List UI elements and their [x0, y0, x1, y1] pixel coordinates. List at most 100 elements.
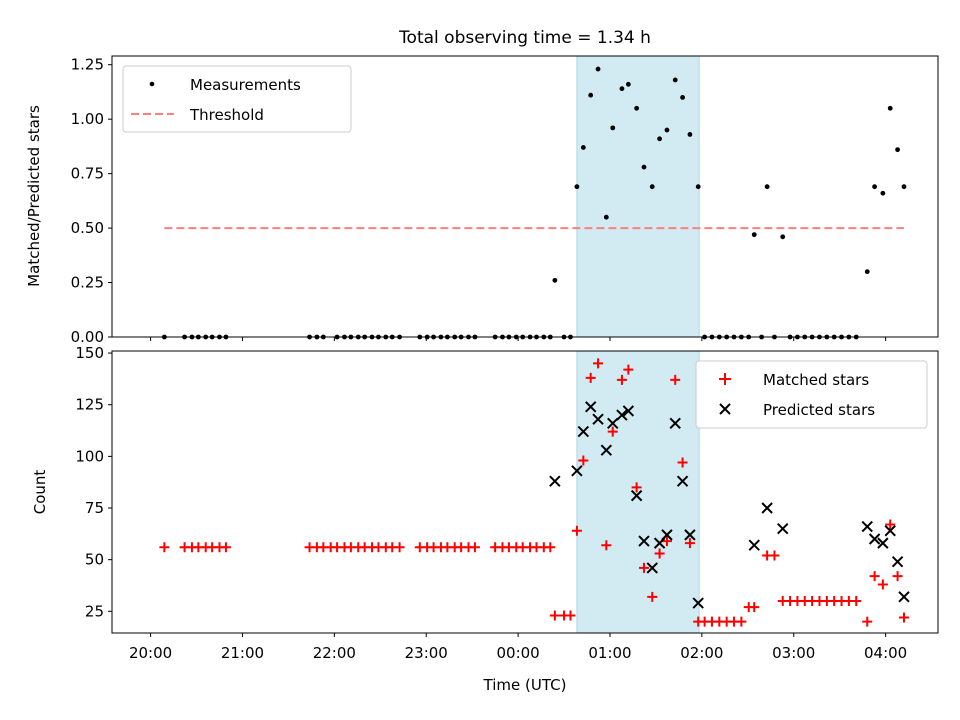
- predicted-star-point: [584, 401, 597, 413]
- matched-star-point: [623, 364, 634, 375]
- matched-star-point: [670, 374, 681, 385]
- count-panel: 25 50 75 100 125 150 20:00 21:00 22:00 23:00 00:0…: [31, 344, 939, 694]
- ratio-y-axis-label: Matched/Predicted stars: [25, 105, 43, 287]
- legend-matched-label: Matched stars: [763, 371, 869, 389]
- predicted-star-point: [549, 475, 561, 487]
- matched-star-point: [677, 457, 688, 468]
- matched-star-point: [593, 358, 604, 369]
- ratio-legend: Measurements Threshold: [122, 65, 352, 133]
- matched-star-point: [892, 571, 903, 582]
- measurement-point: [887, 105, 893, 111]
- predicted-star-point: [777, 522, 789, 535]
- measurement-point: [619, 86, 625, 92]
- predicted-star-point: [577, 425, 590, 438]
- predicted-star-point: [884, 525, 896, 537]
- predicted-star-point: [684, 529, 696, 541]
- matched-star-point: [220, 542, 231, 553]
- measurement-point: [751, 232, 757, 238]
- x-tick-label: 20:00: [129, 644, 172, 662]
- predicted-star-point: [891, 556, 904, 568]
- predicted-star-point: [868, 533, 881, 545]
- measurement-point: [574, 184, 580, 190]
- count-legend-box: [695, 360, 928, 429]
- y-tick-label: 125: [75, 396, 104, 414]
- observing-window-span: [576, 350, 700, 634]
- y-tick-label: 100: [75, 447, 104, 465]
- x-tick-label: 00:00: [496, 644, 539, 662]
- matched-star-point: [607, 426, 618, 437]
- matched-star-point: [159, 542, 170, 553]
- measurement-point: [895, 147, 900, 153]
- measurement-point: [641, 164, 647, 170]
- matched-star-point: [616, 374, 627, 385]
- matched-star-point: [545, 542, 556, 553]
- matched-star-point: [885, 519, 896, 530]
- predicted-star-point: [661, 529, 673, 541]
- count-y-axis-label: Count: [31, 470, 49, 515]
- y-tick-label: 0.75: [71, 165, 104, 183]
- x-tick-label: 21:00: [221, 644, 264, 662]
- legend-predicted-label: Predicted stars: [763, 401, 875, 419]
- measurement-point: [880, 190, 886, 196]
- predicted-star-point: [571, 465, 583, 477]
- measurement-point: [610, 125, 616, 131]
- matched-star-point: [736, 616, 747, 627]
- measurement-point: [649, 184, 655, 190]
- predicted-star-point: [646, 562, 658, 574]
- measurement-point: [657, 136, 663, 142]
- ratio-plot-frame: [111, 55, 939, 338]
- measurement-point: [864, 269, 870, 275]
- predicted-star-point: [692, 597, 704, 609]
- predicted-star-point: [669, 417, 681, 430]
- y-tick-label: 25: [85, 602, 104, 620]
- predicted-star-point: [616, 409, 628, 421]
- measurement-point: [664, 127, 670, 133]
- y-tick-label: 1.00: [71, 110, 104, 128]
- measurement-point: [687, 132, 693, 137]
- predicted-star-point: [861, 520, 873, 533]
- measurement-point: [634, 105, 640, 111]
- x-tick-label: 03:00: [772, 644, 815, 662]
- legend-predicted-marker: [719, 403, 731, 415]
- count-legend: Matched stars Predicted stars: [695, 360, 928, 429]
- matched-star-point: [631, 482, 642, 493]
- measurement-point: [764, 184, 770, 190]
- measurement-point: [588, 92, 594, 98]
- matched-star-point: [578, 455, 589, 466]
- x-tick-label: 04:00: [864, 644, 907, 662]
- matched-star-point: [549, 610, 560, 621]
- ratio-panel: 0.00 0.25 0.50 0.75 1.00 1.25 Matched/Predict…: [25, 55, 939, 346]
- predicted-star-point: [748, 539, 760, 551]
- measurement-point: [552, 277, 558, 283]
- matched-star-point: [571, 525, 582, 536]
- matched-star-point: [899, 612, 910, 623]
- predicted-star-point: [592, 413, 604, 425]
- predicted-star-point: [877, 537, 889, 549]
- x-tick-label: 23:00: [405, 644, 448, 662]
- measurement-point: [580, 145, 586, 150]
- matched-star-point: [769, 550, 780, 561]
- matched-star-point: [565, 610, 576, 621]
- y-tick-label: 0.25: [71, 274, 104, 292]
- matched-star-point: [749, 602, 760, 613]
- matched-star-point: [394, 542, 405, 553]
- matched-star-point: [862, 616, 873, 627]
- predicted-star-point: [607, 417, 619, 430]
- measurement-point: [603, 214, 609, 220]
- y-tick-label: 50: [85, 551, 104, 569]
- y-tick-label: 1.25: [71, 56, 104, 74]
- y-tick-label: 0.50: [71, 219, 104, 237]
- matched-star-point: [851, 595, 862, 606]
- matched-star-point: [601, 540, 612, 551]
- measurement-point: [680, 94, 685, 100]
- predicted-star-point: [898, 591, 910, 603]
- predicted-star-point: [676, 475, 689, 487]
- measurement-point: [780, 234, 786, 240]
- predicted-star-point: [600, 444, 613, 456]
- matched-star-point: [647, 591, 658, 602]
- legend-threshold-label: Threshold: [189, 106, 264, 124]
- y-tick-label: 0.00: [71, 328, 104, 346]
- matched-star-point: [877, 579, 888, 590]
- legend-measurements-label: Measurements: [190, 76, 301, 94]
- matched-star-point: [684, 538, 695, 549]
